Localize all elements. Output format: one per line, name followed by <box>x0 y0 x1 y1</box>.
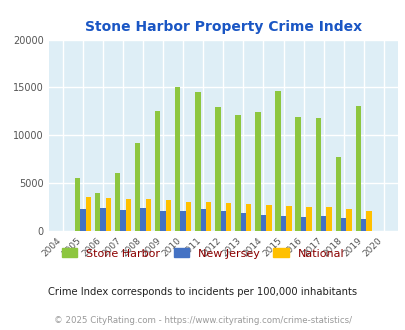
Title: Stone Harbor Property Crime Index: Stone Harbor Property Crime Index <box>85 20 361 34</box>
Bar <box>160 211 165 231</box>
Bar <box>234 115 240 231</box>
Bar <box>260 215 266 231</box>
Bar <box>266 205 271 231</box>
Bar <box>295 117 300 231</box>
Bar <box>320 216 326 231</box>
Bar <box>126 199 131 231</box>
Bar <box>140 208 145 231</box>
Bar <box>355 106 360 231</box>
Bar <box>326 207 331 231</box>
Bar <box>335 157 340 231</box>
Bar <box>275 91 280 231</box>
Bar <box>200 209 205 231</box>
Bar <box>175 87 180 231</box>
Bar <box>226 203 231 231</box>
Bar <box>75 178 80 231</box>
Bar <box>145 199 151 231</box>
Bar <box>305 207 311 231</box>
Bar <box>134 143 140 231</box>
Bar <box>240 213 245 231</box>
Bar <box>105 197 111 231</box>
Bar <box>220 211 226 231</box>
Bar <box>300 216 305 231</box>
Bar <box>366 211 371 231</box>
Bar <box>195 92 200 231</box>
Bar <box>94 193 100 231</box>
Bar <box>180 211 185 231</box>
Bar <box>215 107 220 231</box>
Bar <box>280 216 286 231</box>
Bar <box>80 209 85 231</box>
Bar <box>345 209 351 231</box>
Bar <box>120 210 126 231</box>
Legend: Stone Harbor, New Jersey, National: Stone Harbor, New Jersey, National <box>62 248 343 258</box>
Bar <box>185 202 191 231</box>
Bar <box>115 173 120 231</box>
Bar <box>340 217 345 231</box>
Bar <box>255 112 260 231</box>
Bar <box>315 118 320 231</box>
Bar <box>286 206 291 231</box>
Text: Crime Index corresponds to incidents per 100,000 inhabitants: Crime Index corresponds to incidents per… <box>48 287 357 297</box>
Bar <box>155 112 160 231</box>
Bar <box>245 204 251 231</box>
Bar <box>165 200 171 231</box>
Text: © 2025 CityRating.com - https://www.cityrating.com/crime-statistics/: © 2025 CityRating.com - https://www.city… <box>54 315 351 325</box>
Bar <box>205 202 211 231</box>
Bar <box>85 197 91 231</box>
Bar <box>100 208 105 231</box>
Bar <box>360 218 366 231</box>
